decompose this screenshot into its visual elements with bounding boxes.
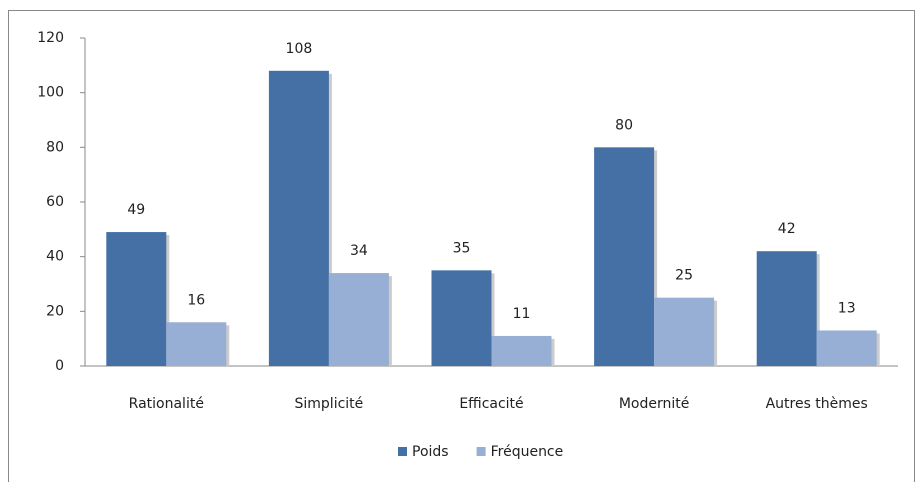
data-label: 35 <box>453 240 471 256</box>
data-label: 42 <box>778 221 796 237</box>
data-label: 34 <box>350 243 368 259</box>
y-tick-label: 80 <box>46 139 64 155</box>
bar <box>491 335 552 366</box>
legend-label: Fréquence <box>491 444 564 460</box>
bar <box>756 251 817 366</box>
bar <box>268 70 329 367</box>
y-tick-label: 100 <box>37 85 64 101</box>
bar <box>431 270 492 366</box>
y-tick-label: 0 <box>55 358 64 374</box>
x-tick-label: Modernité <box>619 396 690 412</box>
bar <box>594 147 655 366</box>
data-label: 108 <box>286 41 313 57</box>
x-tick-label: Efficacité <box>459 396 523 412</box>
bar <box>654 297 715 366</box>
data-label: 11 <box>513 306 531 322</box>
bar <box>816 330 877 366</box>
x-tick-label: Autres thèmes <box>766 396 868 412</box>
legend-swatch <box>476 447 486 456</box>
data-label: 49 <box>127 202 145 218</box>
x-tick-label: Rationalité <box>129 396 204 412</box>
legend-label: Poids <box>412 444 449 460</box>
y-tick-label: 40 <box>46 249 64 265</box>
y-tick-label: 60 <box>46 194 64 210</box>
data-label: 25 <box>675 268 693 284</box>
legend-swatch <box>398 447 407 456</box>
chart-frame <box>8 10 915 482</box>
data-label: 80 <box>615 117 633 133</box>
y-tick-label: 120 <box>37 30 64 46</box>
x-tick-label: Simplicité <box>295 396 364 412</box>
bar <box>166 322 227 366</box>
bar <box>106 232 167 366</box>
data-label: 13 <box>838 300 856 316</box>
y-tick-label: 20 <box>46 303 64 319</box>
bar <box>328 273 389 366</box>
data-label: 16 <box>187 292 205 308</box>
